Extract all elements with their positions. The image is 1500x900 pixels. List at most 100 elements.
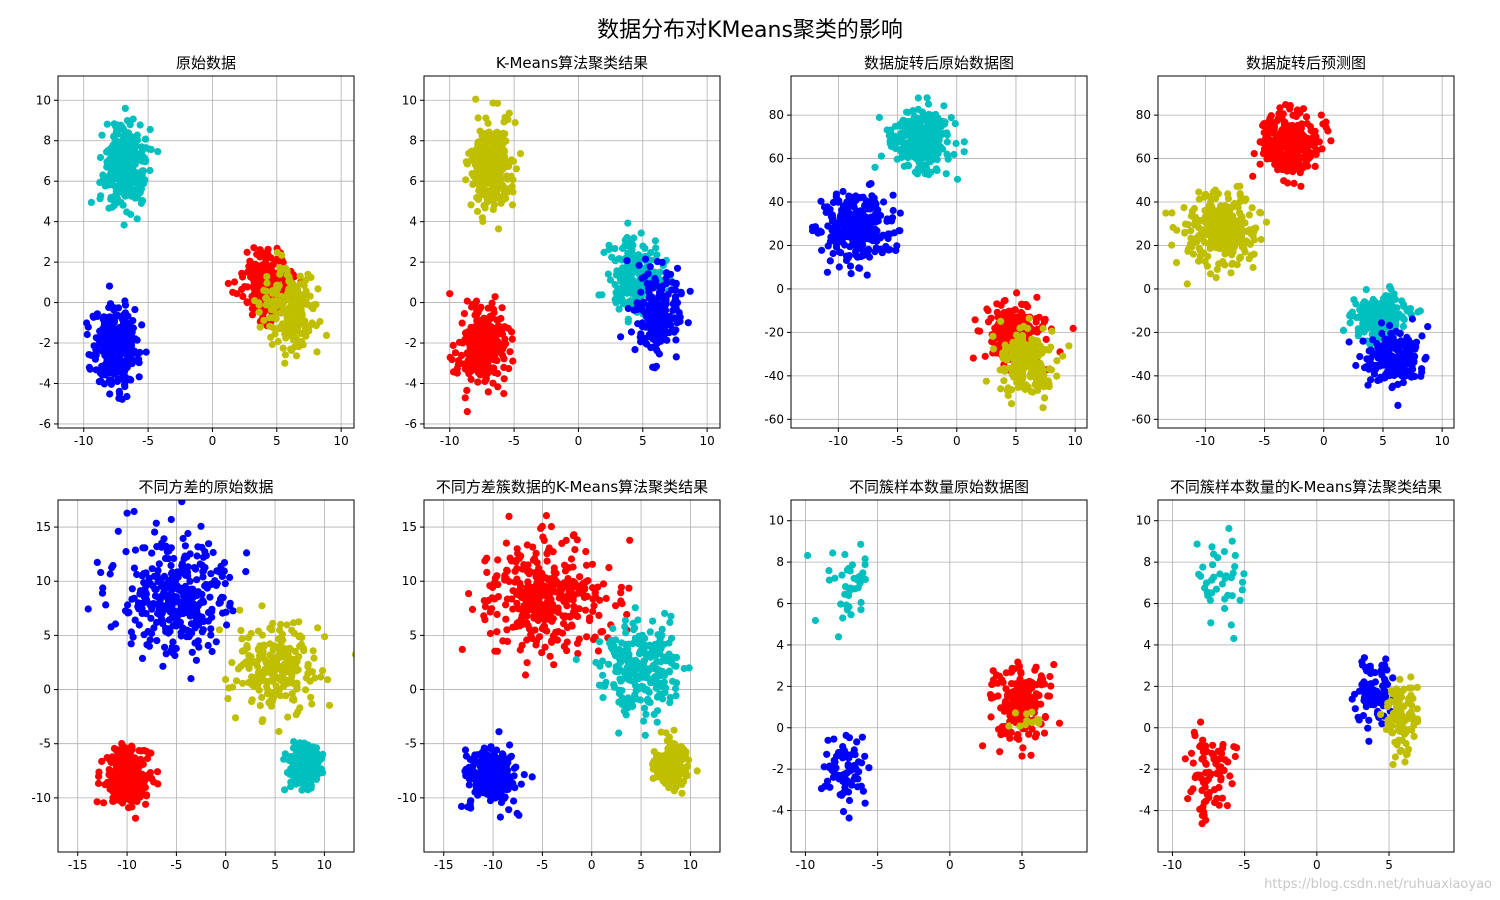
- scatter-point-y: [490, 166, 498, 174]
- scatter-point-b: [103, 357, 112, 365]
- scatter-point-c: [1360, 328, 1368, 336]
- scatter-point-y: [1168, 241, 1176, 249]
- scatter-point-y: [1195, 233, 1203, 241]
- scatter-point-b: [1383, 343, 1391, 351]
- scatter-point-y: [483, 131, 491, 139]
- scatter-point-r: [1303, 120, 1311, 128]
- scatter-point-b: [1407, 373, 1415, 381]
- scatter-point-y: [255, 308, 263, 316]
- scatter-point-b: [209, 548, 217, 557]
- scatter-point-b: [672, 280, 680, 289]
- scatter-point-y: [270, 673, 278, 681]
- scatter-point-c: [126, 164, 134, 172]
- scatter-point-c: [914, 94, 922, 102]
- scatter-point-r: [1000, 297, 1008, 305]
- scatter-point-r: [1299, 134, 1307, 142]
- scatter-point-c: [1399, 322, 1407, 330]
- scatter-point-b: [1417, 372, 1425, 380]
- scatter-point-y: [296, 272, 304, 280]
- scatter-point-y: [1215, 260, 1223, 268]
- scatter-point-b: [123, 509, 131, 517]
- scatter-point-b: [91, 355, 99, 363]
- scatter-point-b: [168, 643, 176, 651]
- scatter-point-y: [309, 647, 317, 655]
- scatter-point-y: [473, 207, 482, 216]
- scatter-point-b: [142, 581, 150, 589]
- scatter-point-r: [471, 332, 479, 340]
- scatter-point-y: [497, 141, 505, 150]
- scatter-point-b: [624, 304, 632, 313]
- scatter-point-b: [826, 257, 834, 265]
- scatter-point-y: [302, 686, 310, 694]
- scatter-point-c: [933, 119, 941, 127]
- scatter-point-b: [181, 542, 189, 550]
- scatter-point-c: [615, 305, 623, 313]
- scatter-point-b: [188, 648, 196, 656]
- scatter-point-b: [84, 323, 92, 331]
- x-tick-label: 0: [575, 434, 583, 448]
- scatter-point-y: [1225, 217, 1233, 225]
- scatter-point-b: [102, 364, 110, 372]
- scatter-point-b: [1382, 373, 1390, 381]
- scatter-point-b: [102, 341, 110, 350]
- scatter-point-r: [463, 297, 471, 305]
- scatter-point-c: [112, 199, 120, 208]
- scatter-point-y: [260, 316, 268, 324]
- scatter-point-y: [489, 99, 497, 107]
- scatter-point-y: [254, 646, 262, 654]
- scatter-point-r: [465, 348, 474, 356]
- scatter-point-c: [887, 126, 895, 134]
- scatter-point-b: [1367, 354, 1375, 362]
- scatter-point-b: [133, 350, 141, 358]
- scatter-point-b: [834, 198, 842, 206]
- scatter-point-y: [277, 620, 285, 629]
- scatter-point-y: [324, 676, 332, 684]
- x-tick-label: -10: [74, 434, 94, 448]
- scatter-point-y: [483, 164, 492, 172]
- scatter-point-y: [1203, 211, 1211, 219]
- scatter-point-y: [1168, 209, 1176, 217]
- scatter-point-y: [302, 276, 310, 284]
- scatter-point-b: [664, 290, 672, 298]
- scatter-point-y: [308, 303, 316, 311]
- scatter-point-b: [880, 198, 888, 206]
- scatter-point-r: [1276, 104, 1284, 112]
- scatter-point-r: [264, 251, 272, 259]
- scatter-point-b: [173, 584, 181, 592]
- subplot-title: 数据旋转后原始数据图: [864, 54, 1014, 72]
- scatter-point-b: [660, 326, 669, 334]
- scatter-point-c: [120, 221, 128, 229]
- scatter-point-b: [127, 341, 136, 350]
- scatter-point-r: [1022, 300, 1030, 309]
- scatter-point-c: [146, 125, 154, 134]
- scatter-point-b: [641, 273, 649, 281]
- axes-frame: [57, 75, 355, 429]
- scatter-point-c: [1398, 313, 1406, 321]
- scatter-point-b: [199, 567, 208, 575]
- scatter-point-y: [1257, 235, 1265, 244]
- scatter-point-c: [1339, 326, 1348, 334]
- scatter-point-y: [279, 662, 287, 670]
- scatter-point-c: [624, 263, 632, 271]
- scatter-point-c: [875, 113, 884, 122]
- x-tick-label: -5: [508, 434, 520, 448]
- scatter-point-y: [263, 682, 271, 691]
- scatter-point-y: [271, 330, 279, 338]
- scatter-point-b: [124, 601, 132, 609]
- scatter-point-y: [305, 327, 313, 335]
- scatter-point-c: [1387, 285, 1395, 293]
- scatter-point-b: [1390, 371, 1398, 379]
- y-tick-label: 0: [1143, 282, 1151, 296]
- scatter-point-y: [1249, 263, 1257, 272]
- scatter-point-b: [207, 631, 215, 639]
- scatter-point-c: [611, 257, 619, 265]
- scatter-point-b: [1394, 380, 1402, 388]
- scatter-point-y: [509, 157, 518, 165]
- scatter-point-y: [1237, 253, 1245, 261]
- scatter-point-c: [1393, 304, 1401, 312]
- scatter-point-r: [458, 351, 466, 359]
- scatter-point-b: [863, 271, 871, 279]
- scatter-point-b: [675, 309, 683, 317]
- scatter-point-c: [953, 175, 962, 183]
- scatter-point-c: [600, 248, 608, 256]
